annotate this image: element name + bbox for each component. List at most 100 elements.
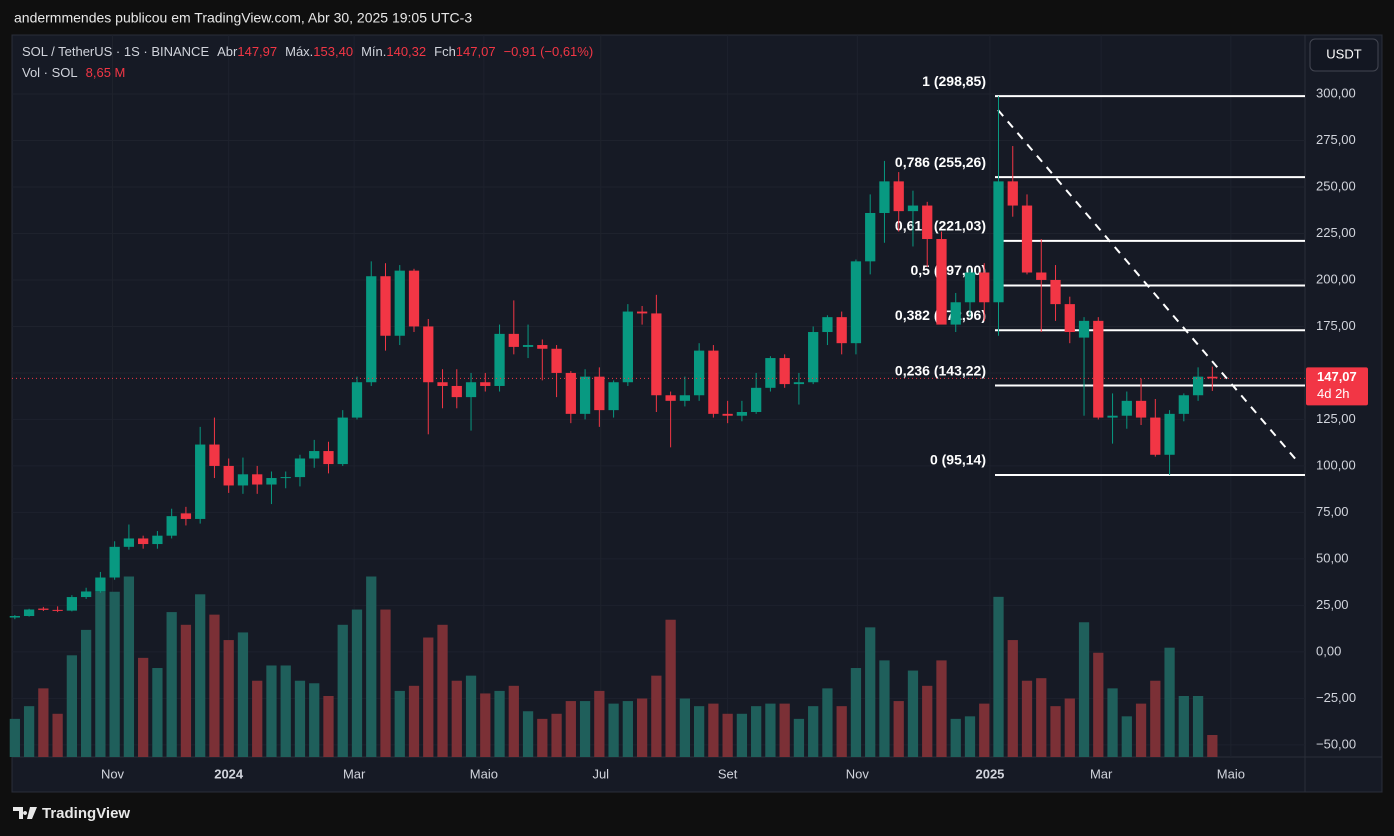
- volume-bar: [423, 637, 434, 757]
- legend-line: SOL / TetherUS · 1S · BINANCE Abr147,97 Má…: [22, 44, 593, 59]
- volume-bar: [180, 624, 192, 757]
- volume-bar: [508, 685, 519, 757]
- candle-body: [280, 477, 291, 479]
- volume-bar: [95, 591, 106, 757]
- volume-bar: [23, 706, 35, 757]
- currency-button[interactable]: [1309, 38, 1379, 72]
- x-tick-label: Nov: [101, 766, 125, 781]
- volume-bar: [266, 665, 277, 757]
- volume-bar: [223, 640, 234, 757]
- x-tick-label: 2025: [975, 766, 1004, 781]
- candle-body: [722, 413, 733, 416]
- volume-bar: [394, 690, 405, 757]
- fib-level-label: 0,786 (255,26): [895, 154, 986, 170]
- volume-bar: [9, 718, 20, 757]
- volume-bar: [123, 576, 135, 757]
- volume-bar: [594, 690, 605, 757]
- close-value: 147,07: [456, 44, 496, 59]
- volume-bar: [451, 680, 462, 757]
- volume-bar: [850, 668, 862, 757]
- low-value: 140,32: [386, 44, 426, 59]
- candle-body: [822, 317, 833, 333]
- y-tick-label: 75,00: [1316, 504, 1349, 519]
- candle-body: [494, 333, 505, 386]
- volume-bar: [138, 657, 149, 757]
- volume-bar: [579, 701, 591, 757]
- trend-line: [997, 109, 1299, 463]
- candle-body: [437, 382, 448, 386]
- x-tick-label: Mar: [1090, 766, 1113, 781]
- currency-label[interactable]: USDT: [1326, 46, 1361, 61]
- open-label: Abr: [217, 44, 238, 59]
- volume-bar: [808, 706, 819, 757]
- candle-body: [608, 382, 619, 411]
- candle-body: [394, 270, 405, 336]
- candle-body: [266, 478, 277, 485]
- x-tick-label: Jul: [592, 766, 609, 781]
- volume-bar: [693, 706, 705, 757]
- volume-bar: [38, 688, 49, 757]
- volume-bar: [1007, 640, 1018, 757]
- volume-pane: [9, 576, 1218, 757]
- candle-body: [594, 376, 605, 411]
- volume-bar: [1021, 680, 1033, 757]
- volume-bar: [1064, 698, 1075, 757]
- volume-bar: [679, 698, 691, 757]
- candle-body: [380, 276, 391, 336]
- candles: [9, 96, 1218, 620]
- candle-body: [80, 591, 92, 598]
- volume-bar: [1135, 703, 1147, 757]
- candle-body: [195, 444, 206, 519]
- candle-body: [508, 333, 519, 347]
- candle-body: [979, 272, 990, 303]
- candle-body: [893, 181, 904, 212]
- candle-body: [9, 616, 20, 618]
- volume-bar: [66, 655, 78, 757]
- x-tick-label: 2024: [214, 766, 244, 781]
- volume-bar: [80, 629, 92, 757]
- y-tick-label: 50,00: [1316, 550, 1349, 565]
- volume-bar: [323, 695, 334, 757]
- volume-bar: [751, 706, 762, 757]
- last-price-tag: [1306, 367, 1368, 406]
- volume-title: Vol · SOL: [22, 65, 78, 80]
- candle-body: [423, 326, 434, 383]
- candle-body: [408, 270, 420, 327]
- volume-bar: [252, 680, 263, 757]
- volume-bar: [979, 703, 990, 757]
- volume-bar: [351, 609, 363, 757]
- high-label: Máx.: [285, 44, 313, 59]
- candle-body: [1164, 413, 1175, 455]
- volume-bar: [793, 718, 805, 757]
- candle-body: [765, 358, 776, 388]
- candle-body: [138, 538, 149, 545]
- candle-body: [1150, 417, 1161, 455]
- volume-bar: [779, 703, 790, 757]
- volume-bar: [665, 619, 676, 757]
- candle-body: [1064, 304, 1075, 333]
- volume-bar: [209, 614, 220, 757]
- y-tick-label: 300,00: [1316, 85, 1356, 100]
- candle-body: [1078, 320, 1090, 338]
- candle-body: [693, 350, 705, 396]
- volume-bar: [608, 703, 619, 757]
- volume-bar: [922, 685, 933, 757]
- volume-bar: [1178, 695, 1189, 757]
- volume-bar: [195, 594, 206, 757]
- open-value: 147,97: [237, 44, 277, 59]
- candle-body: [522, 345, 534, 347]
- volume-bar: [993, 596, 1004, 757]
- change-value: −0,91 (−0,61%): [504, 44, 594, 59]
- candle-body: [152, 535, 163, 545]
- volume-bar: [622, 701, 633, 757]
- candle-body: [1107, 415, 1118, 418]
- candle-body: [665, 395, 676, 401]
- close-label: Fch: [434, 44, 456, 59]
- volume-bar: [366, 576, 377, 757]
- brand-logo: [13, 807, 37, 819]
- x-tick-label: Maio: [1217, 766, 1245, 781]
- candle-body: [565, 372, 576, 414]
- candle-body: [779, 358, 790, 385]
